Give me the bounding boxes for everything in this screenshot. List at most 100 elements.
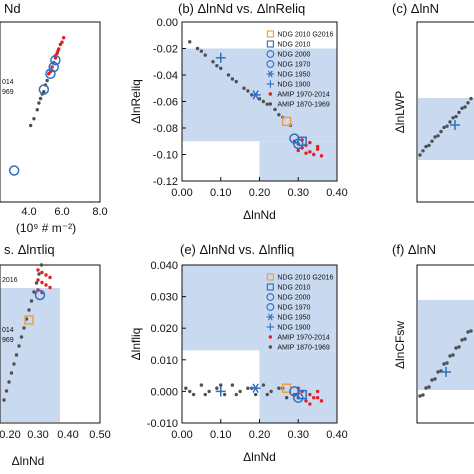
legend-entry: NDG 2010: [266, 283, 311, 292]
data-point: [203, 392, 207, 397]
data-point: [252, 383, 259, 393]
data-point: [451, 116, 455, 120]
data-point: [418, 153, 422, 157]
data-point: [265, 102, 269, 106]
panel-d-legend-fragment-2: 014: [2, 327, 14, 334]
data-point: [184, 386, 188, 390]
data-point: [47, 72, 51, 76]
data-point: [7, 380, 11, 384]
data-point: [36, 268, 40, 272]
data-point: [257, 97, 262, 101]
panel-d: s. Δlnτliq 2016 014 969 0.20 0.30 0.40 0…: [0, 242, 111, 468]
panel-f-frame: [416, 264, 474, 424]
data-point: [315, 147, 320, 151]
data-point: [40, 280, 44, 285]
data-point: [315, 144, 320, 149]
data-point: [226, 73, 231, 77]
y-tick-label: 0.000: [150, 386, 178, 398]
y-tick-label: -0.06: [153, 97, 178, 109]
data-point: [421, 149, 425, 153]
legend-label: AMIP 1870-1969: [277, 102, 330, 109]
x-axis-label: ΔlnNd: [243, 450, 276, 464]
panel-d-xtick-4: 0.50: [89, 429, 110, 441]
data-point: [35, 108, 39, 112]
data-point: [308, 150, 312, 154]
legend-marker: [268, 335, 273, 339]
legend-label: NDG 1950: [277, 315, 310, 322]
data-point: [421, 393, 425, 397]
legend-marker: [266, 30, 274, 38]
panel-d-legend-fragment-3: 969: [2, 337, 14, 344]
panel-d-marks: [2, 263, 52, 402]
panel-a-xlabel: (10⁹ # m⁻²): [16, 221, 76, 235]
legend-label: AMIP 1870-1969: [277, 345, 330, 352]
data-point: [14, 353, 19, 357]
data-point: [281, 116, 292, 127]
data-point: [469, 329, 473, 333]
panel-c-frame: [416, 21, 474, 203]
legend-marker: [266, 50, 275, 58]
data-point: [61, 36, 66, 40]
y-tick-label: -0.08: [153, 123, 178, 135]
data-point: [273, 107, 277, 112]
data-point: [39, 263, 44, 267]
data-point: [40, 270, 44, 275]
panel-d-frame: [0, 264, 101, 424]
panel-f-title: (f) ΔlnN: [392, 242, 436, 257]
data-point: [457, 110, 461, 115]
data-point: [289, 133, 300, 144]
data-point: [56, 49, 60, 53]
panel-b-title: (b) ΔlnNd vs. ΔlnReliq: [178, 1, 305, 16]
data-point: [34, 281, 39, 285]
data-point: [445, 361, 449, 365]
data-point: [48, 61, 59, 73]
panel-d-xtick-3: 0.40: [57, 429, 78, 441]
legend-entry: NDG 2010: [266, 40, 311, 49]
legend-entry: NDG 2000: [266, 293, 311, 302]
panel-a-xtick-1: 4.0: [21, 206, 36, 218]
legend-label: NDG 2010 G2016: [277, 275, 333, 282]
data-point: [304, 399, 308, 403]
legend-marker: [266, 303, 275, 311]
panel-b-plot: 0.00-0.02-0.04-0.06-0.08-0.10-0.120.00 0.…: [129, 17, 348, 222]
panel-d-xtick-1: 0.20: [0, 429, 21, 441]
data-point: [37, 272, 41, 276]
panel-a-legend-fragment-1: 014: [2, 79, 14, 86]
data-point: [445, 124, 449, 128]
data-point: [242, 86, 246, 90]
data-point: [34, 289, 46, 301]
y-tick-label: -0.10: [153, 150, 178, 162]
data-point: [230, 383, 235, 387]
y-tick-label: 0.010: [150, 355, 178, 367]
shaded-region: [259, 141, 337, 181]
legend-label: NDG 1970: [277, 62, 310, 69]
panel-a-xtick-3: 8.0: [92, 206, 107, 218]
x-tick-label: 0.00: [171, 429, 192, 441]
legend-label: NDG 2000: [277, 52, 310, 59]
legend-entry: NDG 2000: [266, 50, 311, 59]
data-point: [38, 84, 50, 95]
data-point: [267, 70, 273, 78]
data-point: [427, 143, 431, 148]
legend-entry: NDG 1900: [266, 323, 311, 332]
data-point: [460, 338, 464, 342]
data-point: [284, 396, 289, 400]
y-tick-label: 0.030: [150, 292, 178, 304]
legend-entry: NDG 1970: [266, 60, 311, 69]
data-point: [265, 392, 269, 397]
y-axis-label: Δlnfliq: [129, 328, 143, 361]
legend-entry: NDG 2010 G2016: [266, 30, 333, 39]
legend-entry: NDG 1950: [266, 313, 311, 322]
data-point: [315, 396, 320, 400]
data-point: [463, 105, 467, 109]
data-point: [253, 392, 258, 397]
data-point: [433, 135, 437, 139]
y-tick-label: -0.010: [147, 418, 178, 430]
data-point: [17, 344, 21, 348]
data-point: [230, 77, 235, 81]
legend-marker: [266, 293, 275, 301]
panel-c-title: (c) ΔlnN: [392, 1, 439, 16]
data-point: [266, 303, 275, 311]
data-point: [460, 106, 464, 110]
